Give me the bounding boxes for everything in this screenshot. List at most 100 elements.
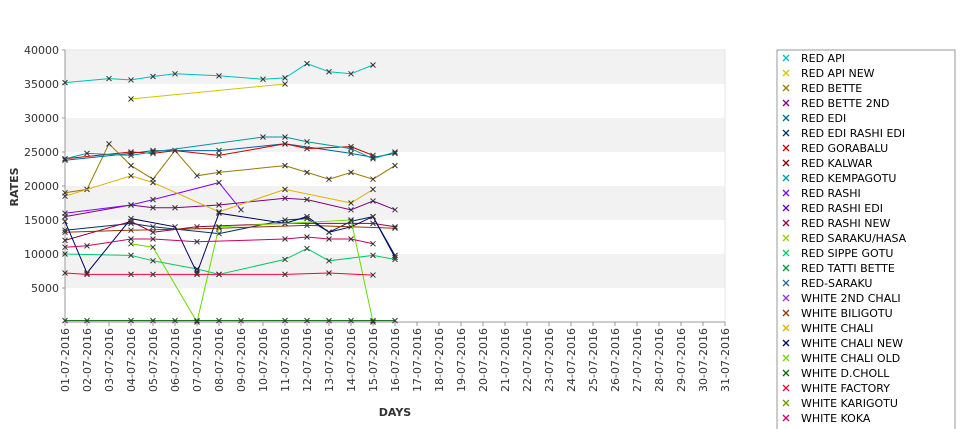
x-tick-label: 31-07-2016: [719, 328, 732, 392]
data-point: [260, 134, 266, 140]
x-tick-label: 09-07-2016: [235, 328, 248, 392]
legend: RED API RED API NEW RED BETTE RED BETTE 2ND…: [776, 49, 956, 429]
legend-label: WHITE D.CHOLL: [801, 367, 890, 380]
data-point: [62, 79, 68, 86]
data-point: [128, 202, 134, 208]
data-point: [106, 75, 112, 82]
data-point: [260, 76, 266, 83]
legend-label: WHITE BILIGOTU: [801, 307, 893, 320]
y-tick-label: 5000: [31, 282, 59, 295]
data-point: [84, 317, 90, 324]
legend-label: WHITE CHALI: [801, 322, 873, 335]
data-point: [150, 73, 156, 80]
data-point: [194, 238, 200, 245]
data-point: [62, 193, 68, 200]
data-point: [84, 271, 90, 278]
legend-item: WHITE FACTORY: [782, 382, 890, 395]
legend-item: WHITE 2ND CHALI: [782, 292, 901, 305]
data-point: [62, 218, 68, 225]
y-tick-label: 15000: [24, 214, 59, 227]
series-red-rashi: [62, 179, 244, 217]
series-white-koka: [62, 234, 376, 251]
data-point: [370, 62, 376, 68]
legend-marker: [782, 84, 790, 92]
legend-marker: [782, 249, 790, 257]
grid-band: [65, 220, 725, 254]
series-line: [130, 83, 286, 100]
legend-item: WHITE CHALI: [782, 322, 873, 335]
data-point: [150, 179, 156, 186]
legend-box: [776, 49, 956, 429]
data-point: [348, 206, 354, 213]
x-tick-label: 02-07-2016: [81, 328, 94, 392]
series-red-kempagotu: [62, 134, 398, 162]
grid-band: [65, 84, 725, 118]
data-point: [326, 317, 332, 324]
y-tick-label: 10000: [24, 248, 59, 261]
data-point: [326, 68, 332, 75]
grid-band: [65, 288, 725, 322]
data-point: [128, 77, 134, 83]
x-tick-label: 05-07-2016: [147, 328, 160, 392]
data-point: [150, 317, 156, 324]
series-white-factory: [62, 270, 376, 278]
series-line: [64, 136, 396, 160]
series-red-bette-2nd: [62, 195, 398, 220]
data-point: [304, 169, 310, 176]
grid-band: [65, 50, 725, 84]
legend-marker: [782, 279, 790, 287]
legend-item: RED TATTI BETTE: [782, 262, 895, 275]
legend-item: RED BETTE: [782, 82, 862, 95]
legend-label: WHITE FACTORY: [801, 382, 890, 395]
legend-item: RED SARAKU/HASA: [782, 232, 907, 245]
legend-label: RED EDI RASHI EDI: [801, 127, 905, 140]
data-point: [282, 75, 288, 81]
data-point: [370, 220, 376, 227]
data-point: [194, 172, 200, 179]
x-tick-label: 17-07-2016: [411, 328, 424, 392]
legend-label: WHITE CHALI NEW: [801, 337, 903, 350]
legend-item: RED API: [782, 52, 845, 65]
y-tick-label: 20000: [24, 180, 59, 193]
legend-item: WHITE D.CHOLL: [782, 367, 890, 380]
data-point: [282, 81, 288, 87]
x-tick-label: 28-07-2016: [653, 328, 666, 392]
legend-label: RED BETTE 2ND: [801, 97, 889, 110]
data-point: [304, 60, 310, 67]
legend-item: RED KALWAR: [782, 157, 873, 170]
legend-marker: [782, 69, 790, 77]
data-point: [304, 138, 310, 145]
data-point: [62, 229, 68, 236]
data-point: [128, 227, 134, 234]
data-point: [172, 223, 178, 230]
legend-item: RED-SARAKU: [782, 277, 872, 290]
legend-label: RED SIPPE GOTU: [801, 247, 893, 260]
legend-label: RED-SARAKU: [801, 277, 872, 290]
data-point: [392, 162, 398, 169]
data-point: [370, 240, 376, 247]
x-tick-label: 20-07-2016: [477, 328, 490, 392]
data-point: [128, 152, 134, 159]
x-tick-label: 06-07-2016: [169, 328, 182, 392]
legend-item: WHITE KARIGOTU: [782, 397, 898, 410]
data-point: [128, 271, 134, 278]
data-point: [392, 206, 398, 213]
legend-marker: [782, 354, 790, 362]
data-point: [370, 198, 376, 204]
series-line: [64, 212, 396, 275]
data-point: [282, 162, 288, 169]
x-axis: 01-07-2016 02-07-2016 03-07-2016 04-07-2016…: [59, 321, 732, 392]
x-tick-label: 14-07-2016: [345, 328, 358, 392]
legend-item: RED BETTE 2ND: [782, 97, 889, 110]
legend-item: RED RASHI EDI: [782, 202, 883, 215]
legend-marker: [782, 264, 790, 272]
data-point: [150, 257, 156, 264]
y-tick-label: 25000: [24, 146, 59, 159]
data-point: [304, 222, 310, 229]
x-tick-label: 24-07-2016: [565, 328, 578, 392]
data-point: [326, 270, 332, 276]
data-point: [348, 169, 354, 176]
series-line: [64, 216, 396, 256]
x-tick-label: 27-07-2016: [631, 328, 644, 392]
legend-item: RED KEMPAGOTU: [782, 172, 896, 185]
